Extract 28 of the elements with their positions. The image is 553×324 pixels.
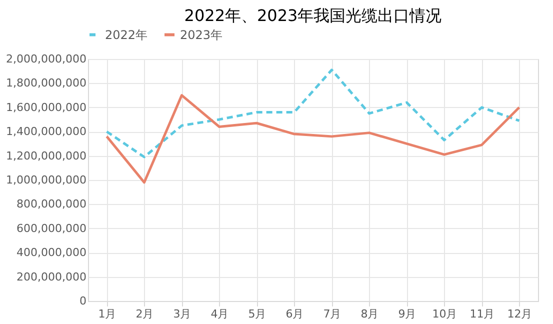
x-tick-label: 10月 bbox=[432, 308, 458, 320]
y-tick-label: 1,600,000,000 bbox=[6, 100, 86, 114]
chart-title: 2022年、2023年我国光缆出口情况 bbox=[184, 6, 442, 25]
y-tick-label: 0 bbox=[80, 294, 86, 308]
x-tick-label: 5月 bbox=[248, 308, 266, 320]
y-tick-label: 800,000,000 bbox=[16, 198, 86, 211]
y-tick-label: 200,000,000 bbox=[16, 270, 86, 284]
x-tick-label: 6月 bbox=[286, 308, 304, 320]
y-tick-label: 1,400,000,000 bbox=[6, 125, 86, 138]
y-tick-label: 1,800,000,000 bbox=[6, 76, 86, 90]
x-tick-label: 1月 bbox=[98, 308, 116, 320]
x-tick-label: 12月 bbox=[507, 308, 532, 320]
x-tick-label: 8月 bbox=[360, 308, 379, 320]
line-series bbox=[106, 94, 520, 184]
x-tick-label: 4月 bbox=[210, 308, 229, 320]
x-tick-label: 3月 bbox=[173, 308, 192, 320]
x-tick-label: 9月 bbox=[398, 308, 416, 320]
y-tick-label: 1,200,000,000 bbox=[6, 149, 86, 162]
legend-label: 2023年 bbox=[180, 28, 223, 42]
x-tick-label: 2月 bbox=[136, 308, 154, 320]
line-series bbox=[106, 68, 520, 158]
y-tick-label: 2,000,000,000 bbox=[6, 52, 86, 66]
x-tick-label: 11月 bbox=[470, 308, 495, 320]
y-tick-label: 600,000,000 bbox=[16, 222, 86, 235]
legend-label: 2022年 bbox=[105, 28, 148, 42]
x-tick-label: 7月 bbox=[323, 308, 342, 320]
y-tick-label: 400,000,000 bbox=[16, 246, 86, 260]
y-tick-label: 1,000,000,000 bbox=[6, 174, 86, 186]
